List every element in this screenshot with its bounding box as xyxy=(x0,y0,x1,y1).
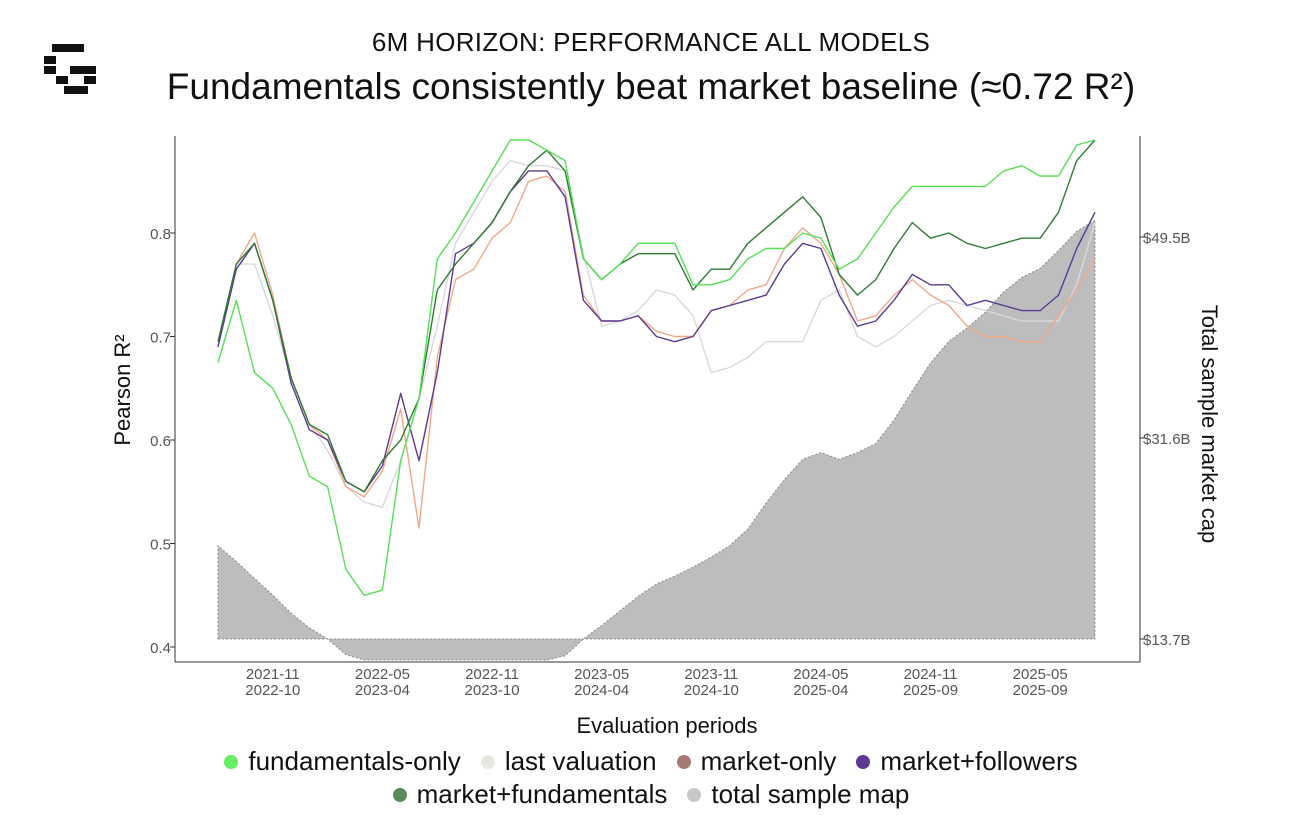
line-series-fundamentals-only xyxy=(217,139,1096,596)
pixel-g-logo-icon xyxy=(40,40,104,96)
x-tick-label: 2024-11 xyxy=(904,666,958,683)
legend-label: market+followers xyxy=(880,746,1078,776)
chart-subtitle: 6M HORIZON: PERFORMANCE ALL MODELS xyxy=(371,27,931,57)
legend-item: market-only xyxy=(676,745,837,778)
legend-item: last valuation xyxy=(480,745,657,778)
x-tick-label: 2021-11 xyxy=(246,666,300,683)
legend-row-1: fundamentals-only last valuation market-… xyxy=(0,745,1302,778)
line-series-last-valuation xyxy=(217,159,1096,508)
x-tick-label: 2023-04 xyxy=(355,682,410,699)
line-layer xyxy=(217,139,1096,596)
y2-tick-label: $49.5B xyxy=(1143,230,1191,247)
legend-item: market+fundamentals xyxy=(392,778,668,811)
legend-swatch xyxy=(856,754,871,769)
x-tick-label: 2023-10 xyxy=(465,682,520,699)
x-tick-label: 2024-10 xyxy=(684,682,739,699)
x-tick-label: 2022-10 xyxy=(245,682,300,699)
x-tick-label: 2022-05 xyxy=(355,666,410,683)
y2-tick-label: $13.7B xyxy=(1143,632,1191,649)
x-tick-label: 2025-05 xyxy=(1013,666,1068,683)
legend-swatch xyxy=(676,754,691,769)
y-tick-label: 0.5 xyxy=(150,537,171,554)
y-tick-label: 0.8 xyxy=(150,226,171,243)
x-tick-label: 2024-04 xyxy=(574,682,629,699)
legend-label: market+fundamentals xyxy=(416,779,668,809)
x-tick-label: 2023-11 xyxy=(684,666,738,683)
x-axis-label: Evaluation periods xyxy=(576,713,757,738)
line-series-market-only xyxy=(217,175,1096,529)
legend-item: market+followers xyxy=(856,745,1078,778)
legend-row-2: market+fundamentals total sample map xyxy=(0,778,1302,811)
area-layer xyxy=(217,219,1096,661)
x-tick-label: 2024-05 xyxy=(793,666,848,683)
y-axis-label: Pearson R² xyxy=(110,334,135,445)
x-tick-label: 2025-09 xyxy=(903,682,958,699)
y2-axis-label: Total sample market cap xyxy=(1197,305,1222,543)
y2-tick-label: $31.6B xyxy=(1143,431,1191,448)
y-tick-label: 0.7 xyxy=(150,330,171,347)
x-tick-label: 2022-11 xyxy=(465,666,519,683)
line-series-market-fundamentals xyxy=(217,139,1096,493)
chart-title: Fundamentals consistently beat market ba… xyxy=(166,66,1136,107)
legend-label: fundamentals-only xyxy=(248,746,461,776)
legend-label: market-only xyxy=(700,746,837,776)
legend-swatch xyxy=(480,754,495,769)
legend-swatch xyxy=(687,787,702,802)
tick-layer: 0.4 0.5 0.6 0.7 0.8 $13.7B $31.6B $49.5B 2021-11… xyxy=(150,226,1190,699)
legend-item: fundamentals-only xyxy=(224,745,461,778)
x-tick-label: 2025-09 xyxy=(1013,682,1068,699)
y-tick-label: 0.6 xyxy=(150,433,171,450)
legend-swatch xyxy=(392,787,407,802)
legend-item: total sample map xyxy=(687,778,909,811)
y-tick-label: 0.4 xyxy=(150,640,171,657)
plot-frame xyxy=(174,136,1141,663)
x-tick-label: 2025-04 xyxy=(793,682,848,699)
legend-label: last valuation xyxy=(504,746,657,776)
legend: fundamentals-only last valuation market-… xyxy=(0,745,1302,811)
area-series-total-sample-map xyxy=(217,219,1096,661)
legend-swatch xyxy=(224,754,239,769)
legend-label: total sample map xyxy=(711,779,910,809)
x-tick-label: 2023-05 xyxy=(574,666,629,683)
